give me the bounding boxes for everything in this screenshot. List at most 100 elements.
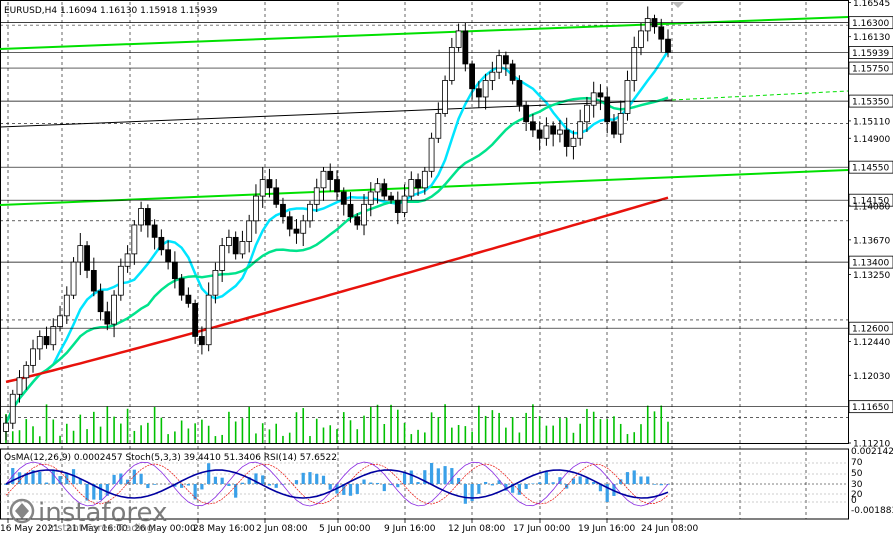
osma-bar bbox=[139, 473, 143, 484]
osma-bar bbox=[544, 472, 549, 484]
candle-body bbox=[185, 294, 192, 304]
osc-scale-label: 0 bbox=[851, 496, 857, 506]
osma-bar bbox=[153, 484, 157, 485]
candle-body bbox=[144, 208, 151, 226]
osma-bar bbox=[355, 484, 359, 494]
candle-body bbox=[90, 269, 97, 292]
stoch-main-line bbox=[5, 461, 669, 507]
candle-body bbox=[9, 393, 16, 424]
candle-body bbox=[401, 195, 408, 213]
candle-body bbox=[300, 220, 307, 234]
osc-scale-label: -0.0018838 bbox=[851, 506, 893, 516]
price-tag bbox=[848, 16, 893, 30]
candle-body bbox=[131, 224, 138, 255]
osma-bar bbox=[531, 483, 535, 484]
osma-bar bbox=[321, 475, 326, 484]
candle-body bbox=[502, 55, 509, 65]
candle-body bbox=[198, 336, 205, 346]
price-label: 1.16545 bbox=[853, 0, 890, 9]
candle-body bbox=[354, 216, 361, 226]
candle-body bbox=[482, 80, 489, 98]
time-label: 26 May 00:00 bbox=[134, 524, 196, 534]
osma-bar bbox=[44, 482, 49, 484]
osma-bar bbox=[443, 466, 447, 484]
osma-bar bbox=[193, 484, 197, 500]
candle-body bbox=[509, 63, 516, 81]
candle-body bbox=[266, 179, 273, 189]
price-tag bbox=[848, 255, 893, 269]
price-label: 1.14080 bbox=[853, 202, 890, 212]
osma-bar bbox=[409, 470, 413, 484]
price-tag bbox=[848, 321, 893, 335]
symbol-header: EURUSD,H4 1.16094 1.16130 1.15918 1.1593… bbox=[4, 6, 218, 16]
candle-body bbox=[111, 294, 117, 325]
osma-bar bbox=[585, 478, 589, 484]
osma-bar bbox=[578, 476, 582, 484]
candlesticks bbox=[3, 6, 671, 441]
osma-bar bbox=[132, 469, 136, 484]
osma-bar bbox=[200, 484, 204, 490]
osma-bar bbox=[186, 484, 190, 486]
osma-bar bbox=[38, 472, 42, 484]
osma-bar bbox=[348, 484, 353, 496]
candle-body bbox=[138, 208, 145, 226]
time-label: 16 May 2021 bbox=[0, 524, 59, 534]
candle-body bbox=[246, 220, 253, 242]
candle-body bbox=[63, 294, 70, 317]
watermark-tagline: Instant Forex Trading bbox=[48, 523, 153, 534]
osma-bar bbox=[267, 484, 272, 486]
candle-body bbox=[16, 377, 23, 395]
osma-bar bbox=[490, 484, 494, 486]
osma-bar bbox=[497, 480, 501, 484]
osma-bar bbox=[125, 479, 130, 484]
price-tag-label: 1.15350 bbox=[852, 98, 889, 108]
price-tag-label: 1.15939 bbox=[852, 49, 889, 59]
osma-bar bbox=[71, 469, 76, 484]
moving-averages bbox=[4, 50, 670, 424]
candle-body bbox=[557, 129, 563, 135]
oscillator-scale[interactable]: 0.0021427705030200-0.0018838 bbox=[851, 447, 893, 516]
price-scale[interactable]: 1.16545 1.16300 1.16130 1.15939 1.15750 1.153… bbox=[672, 0, 893, 450]
candle-body bbox=[84, 245, 90, 271]
osma-bar bbox=[234, 484, 238, 498]
time-label: 2 Jun 08:00 bbox=[256, 524, 308, 534]
osc-scale-label: 30 bbox=[851, 480, 863, 490]
candle-body bbox=[388, 195, 394, 201]
osma-bar bbox=[517, 484, 521, 495]
osma-bar bbox=[294, 480, 299, 484]
osma-bar bbox=[423, 470, 427, 484]
osma-bar bbox=[456, 478, 461, 484]
candle-body bbox=[644, 18, 651, 32]
osma-bar bbox=[112, 474, 116, 484]
osma-bar bbox=[31, 470, 35, 484]
candle-body bbox=[293, 228, 300, 234]
osma-bar bbox=[477, 484, 481, 494]
candle-body bbox=[611, 121, 617, 135]
candle-body bbox=[57, 315, 63, 327]
osma-bar bbox=[450, 468, 454, 484]
candle-body bbox=[158, 236, 165, 251]
candle-body bbox=[367, 191, 374, 205]
osma-bar bbox=[58, 476, 62, 484]
candle-body bbox=[232, 236, 239, 255]
price-label: 1.12030 bbox=[853, 372, 890, 382]
candle-body bbox=[638, 30, 644, 48]
osma-bar bbox=[429, 462, 434, 484]
candle-body bbox=[205, 294, 212, 346]
price-tag-label: 1.11650 bbox=[852, 403, 889, 413]
osma-bar bbox=[220, 477, 224, 484]
price-tag-label: 1.14150 bbox=[852, 197, 889, 207]
candle-body bbox=[273, 187, 280, 205]
osma-bar bbox=[632, 470, 636, 484]
candle-body bbox=[327, 170, 334, 180]
osma-bar bbox=[592, 481, 596, 484]
candle-body bbox=[543, 125, 550, 139]
candle-body bbox=[536, 129, 543, 139]
candle-body bbox=[442, 80, 448, 114]
candle-body bbox=[334, 179, 340, 193]
watermark-logo: instaforex Instant Forex Trading bbox=[9, 498, 167, 534]
